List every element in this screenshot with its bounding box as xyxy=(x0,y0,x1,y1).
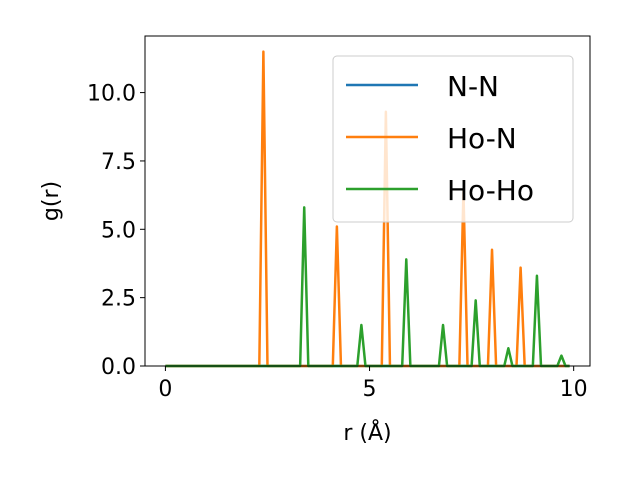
y-axis-label: g(r) xyxy=(39,181,64,221)
x-tick-label: 10 xyxy=(560,377,588,402)
x-tick-label: 5 xyxy=(363,377,377,402)
legend-box xyxy=(332,55,574,223)
x-axis-ticks: 0 5 10 xyxy=(158,366,588,402)
legend-label-0: N-N xyxy=(447,70,499,103)
x-tick-label: 0 xyxy=(158,377,172,402)
plot-frame xyxy=(144,35,591,367)
y-tick-label: 7.5 xyxy=(101,150,136,175)
y-axis-ticks: 0.0 2.5 5.0 7.5 10.0 xyxy=(87,82,145,380)
y-tick-label: 2.5 xyxy=(101,287,136,312)
y-tick-label: 5.0 xyxy=(101,218,136,243)
x-axis-label: r (Å) xyxy=(343,419,391,446)
legend: N-N Ho-N Ho-Ho xyxy=(332,55,574,223)
y-tick-label: 0.0 xyxy=(101,355,136,380)
legend-label-2: Ho-Ho xyxy=(447,174,534,207)
legend-items: N-N Ho-N Ho-Ho xyxy=(346,70,534,207)
y-tick-label: 10.0 xyxy=(87,82,136,107)
legend-label-1: Ho-N xyxy=(447,122,517,155)
